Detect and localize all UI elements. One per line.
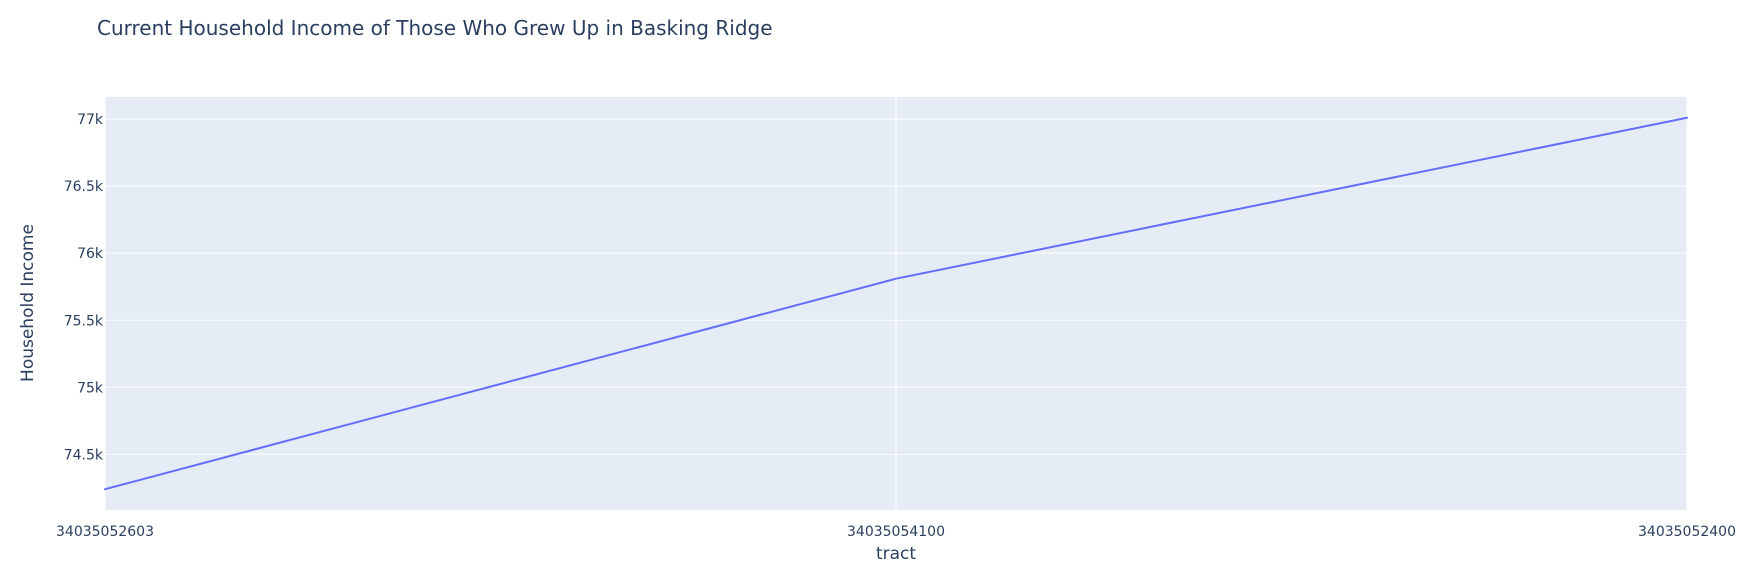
y-tick-label: 76.5k — [64, 179, 104, 195]
gridlines — [104, 97, 1688, 510]
y-tick-label: 77k — [77, 112, 104, 128]
x-axis-ticks: 34035052603 34035054100 34035052400 — [56, 524, 1736, 540]
x-tick-label: 34035054100 — [847, 524, 945, 540]
x-tick-label: 34035052603 — [56, 524, 154, 540]
chart-title: Current Household Income of Those Who Gr… — [97, 16, 773, 40]
y-axis-title: Household Income — [18, 224, 38, 382]
y-tick-label: 75k — [77, 380, 104, 396]
y-tick-label: 74.5k — [64, 447, 104, 463]
x-tick-label: 34035052400 — [1638, 524, 1736, 540]
y-tick-label: 76k — [77, 246, 104, 262]
y-tick-label: 75.5k — [64, 313, 104, 329]
y-axis-ticks: 74.5k 75k 75.5k 76k 76.5k 77k — [64, 112, 104, 463]
series-layer — [104, 116, 1688, 491]
series-line — [104, 116, 1688, 491]
x-axis-title: tract — [876, 544, 916, 564]
